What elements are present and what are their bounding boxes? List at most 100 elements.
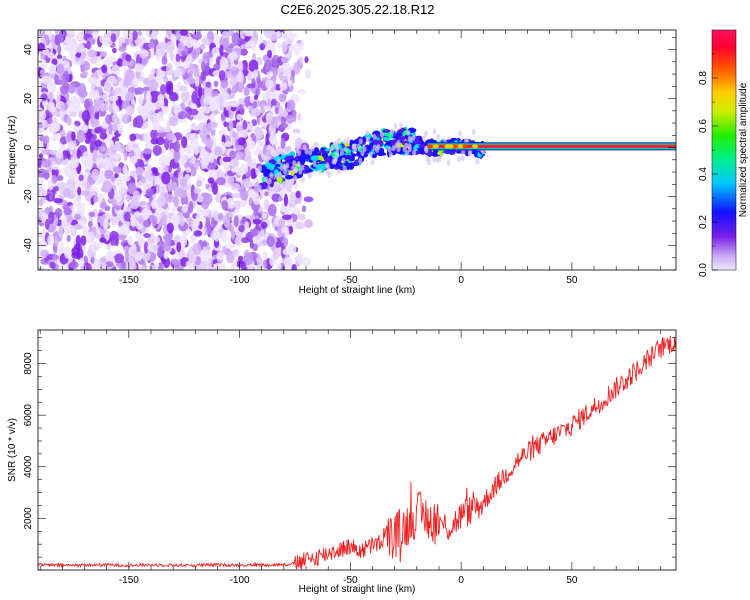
signal-halo [277,172,282,179]
noise-speck [70,207,76,217]
signal-halo [318,168,323,175]
noise-speck [105,114,112,125]
noise-speck [192,219,200,228]
noise-speck [99,34,105,44]
noise-speck [252,218,262,225]
noise-speck [200,60,206,72]
signal-halo [329,145,334,152]
spectrogram-x-tick-label: -100 [230,275,250,286]
snr-x-tick-label: 50 [566,575,578,586]
noise-speck [112,47,117,54]
noise-speck [65,228,75,234]
noise-speck [244,30,254,37]
noise-speck [127,235,133,246]
noise-speck [241,178,251,186]
colorbar-tick-label: 0.8 [698,71,709,85]
noise-speck [169,91,179,102]
signal-halo [394,142,399,149]
noise-speck [114,173,119,179]
signal-halo [252,162,257,169]
noise-speck [195,196,206,203]
noise-speck [189,132,199,144]
noise-speck [250,43,256,52]
signal-halo [295,147,300,154]
noise-speck [295,222,306,230]
noise-speck [59,129,66,137]
noise-speck [173,149,181,162]
noise-speck [285,33,295,45]
noise-speck [66,179,76,189]
noise-speck [179,85,188,92]
noise-speck [109,95,119,102]
noise-speck [202,240,207,248]
noise-speck [222,30,229,38]
noise-speck [210,91,219,97]
signal-halo [255,168,260,175]
noise-speck [260,103,266,115]
noise-speck [101,122,109,129]
noise-speck [53,197,63,204]
noise-speck [148,79,159,92]
signal-halo [333,158,338,165]
noise-speck [226,251,235,264]
noise-speck [219,56,229,70]
noise-speck [262,239,267,247]
noise-speck [87,49,98,58]
noise-speck [221,37,230,51]
noise-speck [207,121,217,129]
noise-speck [41,158,52,168]
noise-speck [284,30,294,35]
noise-speck [132,190,141,203]
noise-speck [166,194,175,203]
noise-speck [296,213,307,221]
noise-speck [70,46,78,55]
noise-speck [267,204,277,217]
signal-blob [324,148,331,152]
signal-halo [387,146,392,153]
noise-speck [103,217,109,230]
noise-speck [151,30,159,40]
signal-blob [382,129,391,133]
noise-speck [66,234,71,243]
noise-speck [203,151,211,164]
signal-halo [269,172,274,179]
noise-speck [194,74,200,88]
noise-speck [211,46,220,57]
noise-speck [38,240,48,249]
noise-speck [47,179,54,191]
noise-speck [78,257,85,267]
carrier-hotspot [447,144,454,149]
noise-speck [85,40,91,50]
signal-halo [293,174,298,181]
noise-speck [74,213,82,221]
snr-x-tick-label: 0 [458,575,464,586]
noise-speck [212,109,219,115]
signal-blob [310,155,319,162]
signal-halo [351,143,356,150]
noise-speck [248,121,253,132]
noise-speck [238,225,245,233]
noise-speck [262,259,268,269]
noise-speck [78,89,88,98]
noise-speck [174,140,181,153]
signal-halo [406,129,411,136]
noise-speck [270,116,279,129]
noise-speck [167,182,173,191]
noise-speck [280,266,285,270]
noise-speck [227,197,235,205]
noise-speck [255,146,263,155]
noise-speck [93,195,99,203]
noise-speck [132,77,140,86]
noise-speck [239,189,249,201]
noise-speck [143,241,149,254]
noise-speck [118,46,127,52]
noise-speck [148,264,157,270]
noise-speck [234,237,241,246]
noise-speck [285,114,294,124]
noise-speck [229,66,239,78]
noise-speck [153,236,160,243]
noise-speck [108,153,118,166]
noise-speck [221,199,229,211]
noise-speck [161,213,167,224]
signal-halo [264,176,269,183]
